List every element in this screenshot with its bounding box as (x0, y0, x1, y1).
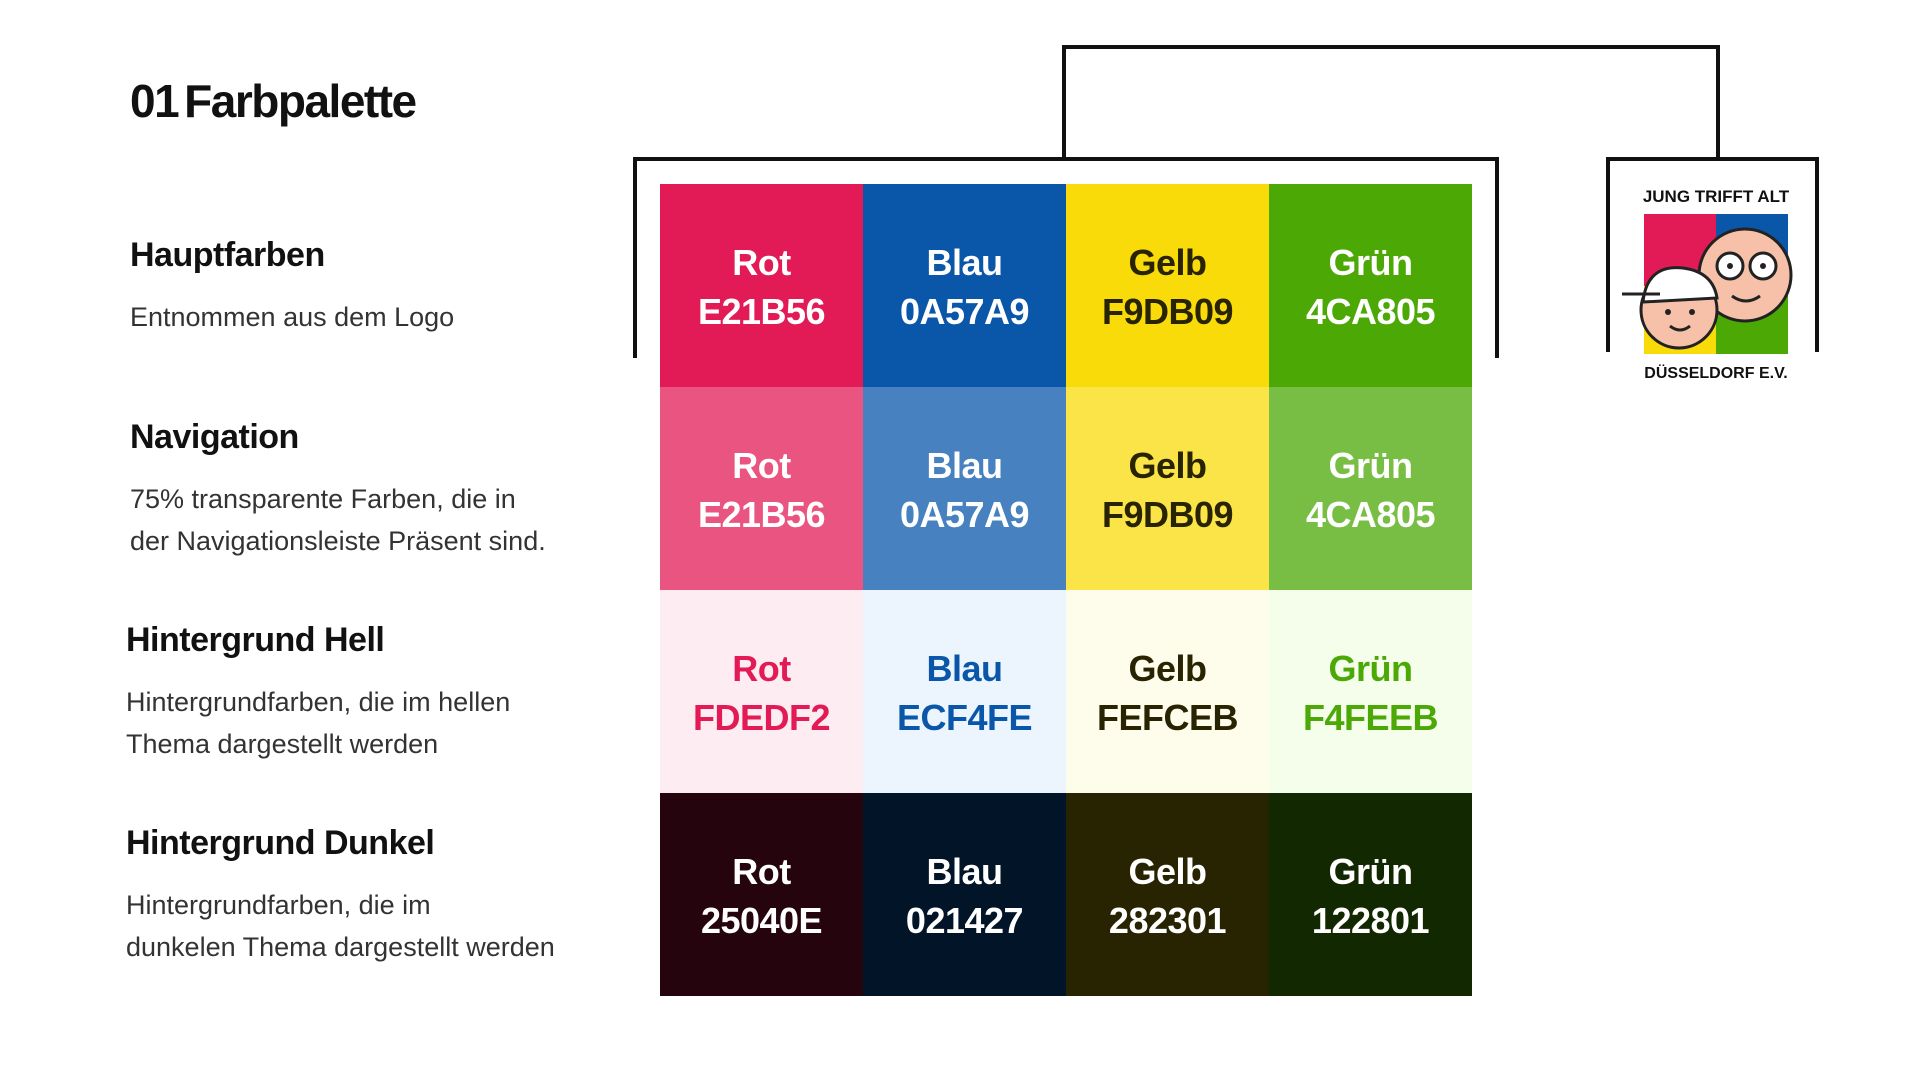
row-description: 75% transparente Farben, die in (130, 484, 516, 514)
color-code: FDEDF2 (692, 697, 831, 738)
color-name: Gelb (1128, 648, 1207, 689)
row-title: Navigation (130, 418, 299, 456)
color-swatch: Gelb F9DB09 (1066, 184, 1269, 387)
page-title: 01 Farbpalette (130, 74, 422, 128)
color-code: 4CA805 (1305, 291, 1436, 332)
color-name: Grün (1328, 242, 1414, 283)
color-code: E21B56 (697, 291, 826, 332)
row-description: Hintergrundfarben, die im (126, 890, 431, 920)
color-code: 4CA805 (1305, 494, 1436, 535)
logo-top: JUNG TRIFFT ALT (1643, 187, 1790, 206)
color-swatch: Blau 021427 (863, 793, 1066, 996)
row-description: Entnommen aus dem Logo (130, 302, 455, 332)
color-swatch: Gelb 282301 (1066, 793, 1269, 996)
logo-graphic (1622, 214, 1793, 354)
color-code: 122801 (1311, 900, 1430, 941)
color-swatch: Rot E21B56 (660, 387, 863, 590)
color-name: Rot (732, 242, 791, 283)
color-name: Grün (1328, 851, 1414, 892)
color-name: Grün (1328, 445, 1414, 486)
color-code: F9DB09 (1101, 291, 1234, 332)
row-description: Hintergrundfarben, die im hellen (126, 687, 511, 717)
color-swatch: Gelb FEFCEB (1066, 590, 1269, 793)
color-code: 282301 (1108, 900, 1227, 941)
color-swatch: Rot 25040E (660, 793, 863, 996)
color-name: Gelb (1128, 445, 1207, 486)
color-swatch: Rot E21B56 (660, 184, 863, 387)
color-code: 0A57A9 (899, 291, 1030, 332)
color-name: Grün (1328, 648, 1414, 689)
color-code: ECF4FE (896, 697, 1033, 738)
color-swatch: Grün 4CA805 (1269, 184, 1472, 387)
row-description: Thema dargestellt werden (126, 729, 439, 759)
color-name: Rot (732, 648, 791, 689)
color-name: Blau (926, 445, 1003, 486)
color-swatch: Grün F4FEEB (1269, 590, 1472, 793)
title-text: Farbpalette (184, 75, 417, 127)
color-swatch: Gelb F9DB09 (1066, 387, 1269, 590)
color-name: Blau (926, 242, 1003, 283)
color-code: F4FEEB (1302, 697, 1439, 738)
color-code: E21B56 (697, 494, 826, 535)
color-code: 25040E (700, 900, 823, 941)
color-code: 021427 (905, 900, 1024, 941)
color-swatch: Grün 4CA805 (1269, 387, 1472, 590)
color-code: 0A57A9 (899, 494, 1030, 535)
title-number: 01 (130, 75, 180, 127)
color-name: Gelb (1128, 851, 1207, 892)
color-name: Gelb (1128, 242, 1207, 283)
row-description: dunkelen Thema dargestellt werden (126, 932, 555, 962)
color-swatch: Blau ECF4FE (863, 590, 1066, 793)
color-name: Blau (926, 648, 1003, 689)
row-description: der Navigationsleiste Präsent sind. (130, 526, 546, 556)
color-swatch: Blau 0A57A9 (863, 387, 1066, 590)
color-name: Rot (732, 851, 791, 892)
row-title: Hintergrund Dunkel (126, 824, 435, 862)
color-code: FEFCEB (1097, 697, 1239, 738)
row-title: Hauptfarben (130, 236, 325, 274)
row-title: Hintergrund Hell (126, 621, 385, 659)
color-swatch: Blau 0A57A9 (863, 184, 1066, 387)
logo-bottom: DÜSSELDORF E.V. (1644, 363, 1787, 382)
color-swatch: Rot FDEDF2 (660, 590, 863, 793)
color-name: Rot (732, 445, 791, 486)
color-swatch: Grün 122801 (1269, 793, 1472, 996)
color-name: Blau (926, 851, 1003, 892)
color-code: F9DB09 (1101, 494, 1234, 535)
